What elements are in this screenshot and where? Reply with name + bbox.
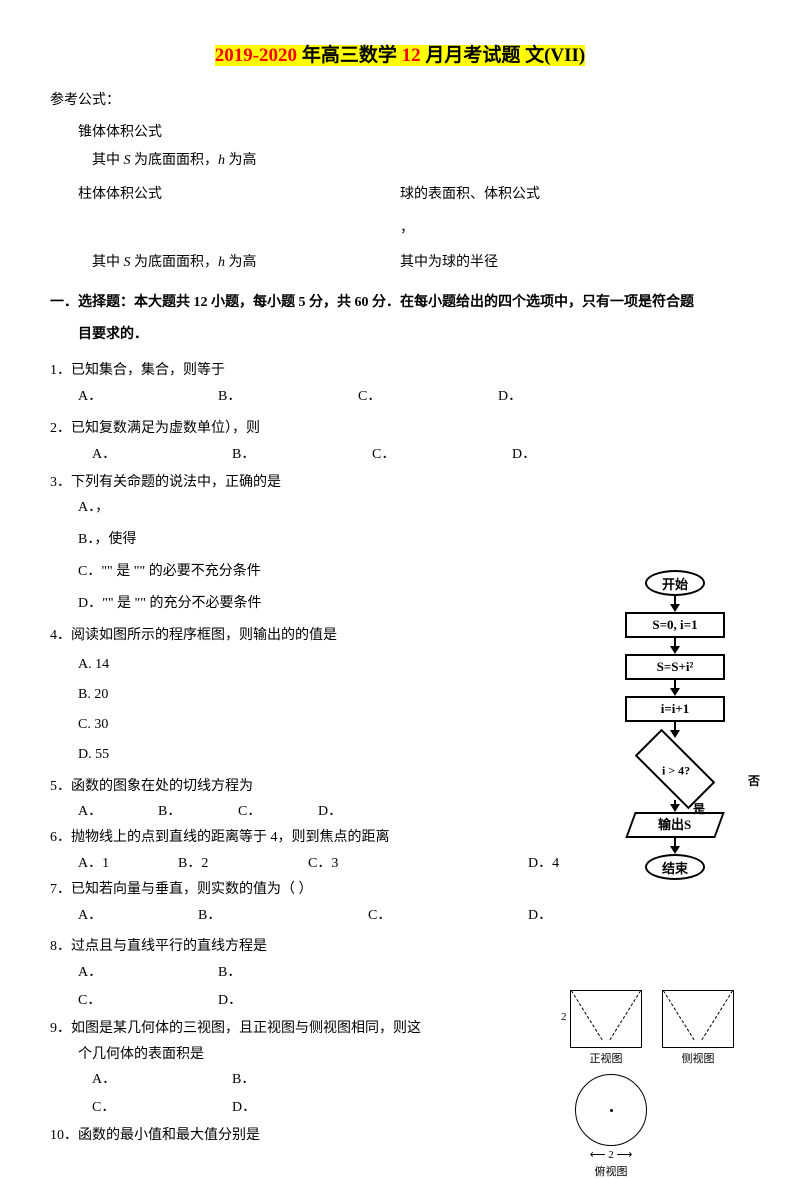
cylinder-label: 柱体体积公式 (50, 181, 400, 209)
cone-where: 其中 S 为底面面积，h 为高 (50, 147, 750, 175)
front-view: 2 正视图 (570, 990, 642, 1066)
q1-opt-b: B． (218, 385, 358, 409)
bottom-dim: ⟵ 2 ⟶ (566, 1148, 656, 1161)
q8-opt-c: C． (78, 989, 218, 1013)
flow-cond: i > 4? (635, 729, 716, 810)
q5-opt-b: B． (158, 800, 238, 824)
q4-opt-d: D. 55 (78, 743, 278, 767)
flow-output-text: 输出S (658, 814, 691, 836)
title-red2: 12 (402, 45, 421, 66)
q4-opt-c: C. 30 (78, 713, 278, 737)
q8-opt-d: D． (218, 989, 358, 1013)
q7-stem: 7．已知若向量与垂直，则实数的值为（ ） (50, 878, 750, 902)
q2-opt-d: D． (512, 443, 652, 467)
flow-cond-text: i > 4? (646, 763, 706, 778)
q7-opt-c: C． (368, 904, 528, 928)
q4-opt-b: B. 20 (78, 683, 278, 707)
q9-opt-b: B． (232, 1068, 372, 1092)
flow-start: 开始 (645, 570, 705, 596)
question-7: 7．已知若向量与垂直，则实数的值为（ ） A． B． C． D． (50, 878, 750, 928)
q6-opt-b: B．2 (178, 852, 308, 876)
q5-opt-d: D． (318, 800, 398, 824)
flow-output: 输出S (625, 812, 724, 838)
sphere-where: 其中为球的半径 (400, 249, 750, 277)
ref-formula-label: 参考公式： (50, 87, 750, 115)
flow-init: S=0, i=1 (625, 612, 725, 638)
question-1: 1．已知集合，集合，则等于 A． B． C． D． (50, 359, 750, 409)
q7-opt-a: A． (78, 904, 198, 928)
comma: ， (400, 215, 750, 243)
q2-opt-a: A． (92, 443, 232, 467)
q1-opt-c: C． (358, 385, 498, 409)
top-view-label: 俯视图 (566, 1163, 656, 1179)
q9-opt-a: A． (92, 1068, 232, 1092)
title-black2: 月月考试题 文(VII) (421, 45, 586, 66)
flow-end: 结束 (645, 854, 705, 880)
page-title: 2019-2020 年高三数学 12 月月考试题 文(VII) (50, 40, 750, 67)
three-views: 2 正视图 侧视图 ⟵ 2 ⟶ 俯视图 (570, 990, 750, 1179)
cyl-where: 其中 S 为底面面积，h 为高 (50, 249, 400, 277)
front-view-label: 正视图 (570, 1050, 642, 1066)
section-1-header: 一．选择题：本大题共 12 小题，每小题 5 分，共 60 分．在每小题给出的四… (50, 287, 750, 319)
q3-opt-b: B．，使得 (50, 528, 750, 552)
q7-opt-d: D． (528, 904, 608, 928)
q4-opt-a: A. 14 (78, 653, 278, 677)
top-view-circle (575, 1074, 647, 1146)
q6-opt-a: A．1 (78, 852, 178, 876)
flow-step1: S=S+i² (625, 654, 725, 680)
q1-stem: 1．已知集合，集合，则等于 (50, 359, 750, 383)
q9-stem-1: 9．如图是某几何体的三视图，且正视图与侧视图相同，则这 (50, 1017, 490, 1041)
question-2: 2．已知复数满足为虚数单位），则 A． B． C． D． (50, 417, 750, 467)
q1-opt-a: A． (78, 385, 218, 409)
side-view: 侧视图 (662, 990, 734, 1066)
q9-opt-c: C． (92, 1096, 232, 1120)
section-1-line2: 目要求的． (50, 327, 148, 342)
sphere-label: 球的表面积、体积公式 (400, 181, 750, 209)
q8-opt-a: A． (78, 961, 218, 985)
q2-stem: 2．已知复数满足为虚数单位），则 (50, 417, 750, 441)
q2-opt-b: B． (232, 443, 372, 467)
q3-stem: 3．下列有关命题的说法中，正确的是 (50, 471, 750, 495)
dim-2-bottom: 2 (608, 1149, 614, 1161)
q8-opt-b: B． (218, 961, 358, 985)
flow-no: 否 (748, 772, 760, 789)
section-1-line1: 一．选择题：本大题共 12 小题，每小题 5 分，共 60 分．在每小题给出的四… (50, 295, 694, 310)
flowchart: 开始 S=0, i=1 S=S+i² i=i+1 i > 4? 是 否 输出S … (610, 570, 740, 880)
flow-step2: i=i+1 (625, 696, 725, 722)
q1-opt-d: D． (498, 385, 638, 409)
q5-opt-c: C． (238, 800, 318, 824)
q2-opt-c: C． (372, 443, 512, 467)
title-black1: 年高三数学 (297, 45, 402, 66)
formula-section: 参考公式： 锥体体积公式 其中 S 为底面面积，h 为高 柱体体积公式 球的表面… (50, 87, 750, 277)
q5-opt-a: A． (78, 800, 158, 824)
section-1-header2: 目要求的． (50, 319, 750, 351)
side-view-label: 侧视图 (662, 1050, 734, 1066)
q9-opt-d: D． (232, 1096, 372, 1120)
cone-label: 锥体体积公式 (50, 119, 750, 147)
q8-stem: 8．过点且与直线平行的直线方程是 (50, 935, 750, 959)
title-red1: 2019-2020 (215, 45, 297, 66)
dim-2-left: 2 (561, 1011, 567, 1023)
q9-stem-2: 个几何体的表面积是 (50, 1043, 490, 1067)
q6-opt-c: C．3 (308, 852, 528, 876)
q7-opt-b: B． (198, 904, 368, 928)
q3-opt-a: A．， (50, 496, 750, 520)
